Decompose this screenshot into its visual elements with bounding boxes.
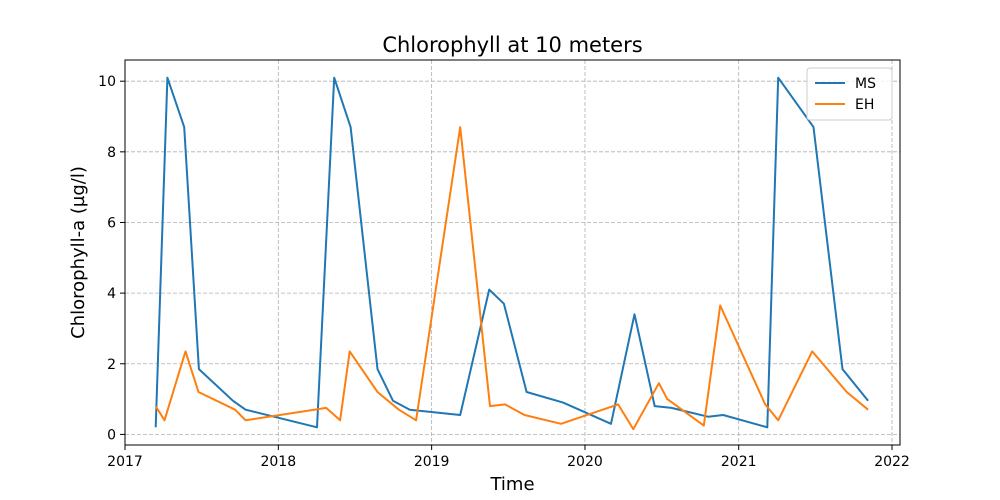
plot-frame bbox=[124, 59, 901, 446]
ticks: 2017 2018 2019 2020 2021 2022 0 2 4 6 8 10 bbox=[98, 74, 910, 470]
x-tick-label: 2020 bbox=[567, 454, 603, 470]
y-tick-label: 6 bbox=[107, 215, 116, 231]
chart-title: Chlorophyll at 10 meters bbox=[382, 33, 642, 57]
x-axis-label: Time bbox=[489, 474, 534, 495]
series-line-ms bbox=[154, 76, 869, 429]
y-tick-label: 10 bbox=[98, 74, 116, 90]
legend: MS EH bbox=[806, 67, 893, 121]
x-tick-label: 2017 bbox=[107, 454, 143, 470]
x-tick-label: 2018 bbox=[260, 454, 296, 470]
grid bbox=[124, 60, 900, 445]
legend-box bbox=[806, 67, 893, 121]
y-tick-label: 2 bbox=[107, 357, 116, 373]
y-tick-label: 4 bbox=[107, 286, 116, 302]
y-axis-label: Chlorophyll-a (µg/l) bbox=[68, 166, 89, 339]
y-tick-label: 8 bbox=[107, 145, 116, 161]
x-tick-label: 2022 bbox=[874, 454, 910, 470]
x-tick-label: 2019 bbox=[414, 454, 450, 470]
legend-label-eh: EH bbox=[855, 97, 874, 113]
y-tick-label: 0 bbox=[107, 427, 116, 443]
series-line-eh bbox=[154, 126, 869, 431]
x-tick-label: 2021 bbox=[721, 454, 757, 470]
series-lines bbox=[154, 76, 869, 431]
legend-label-ms: MS bbox=[855, 76, 876, 92]
